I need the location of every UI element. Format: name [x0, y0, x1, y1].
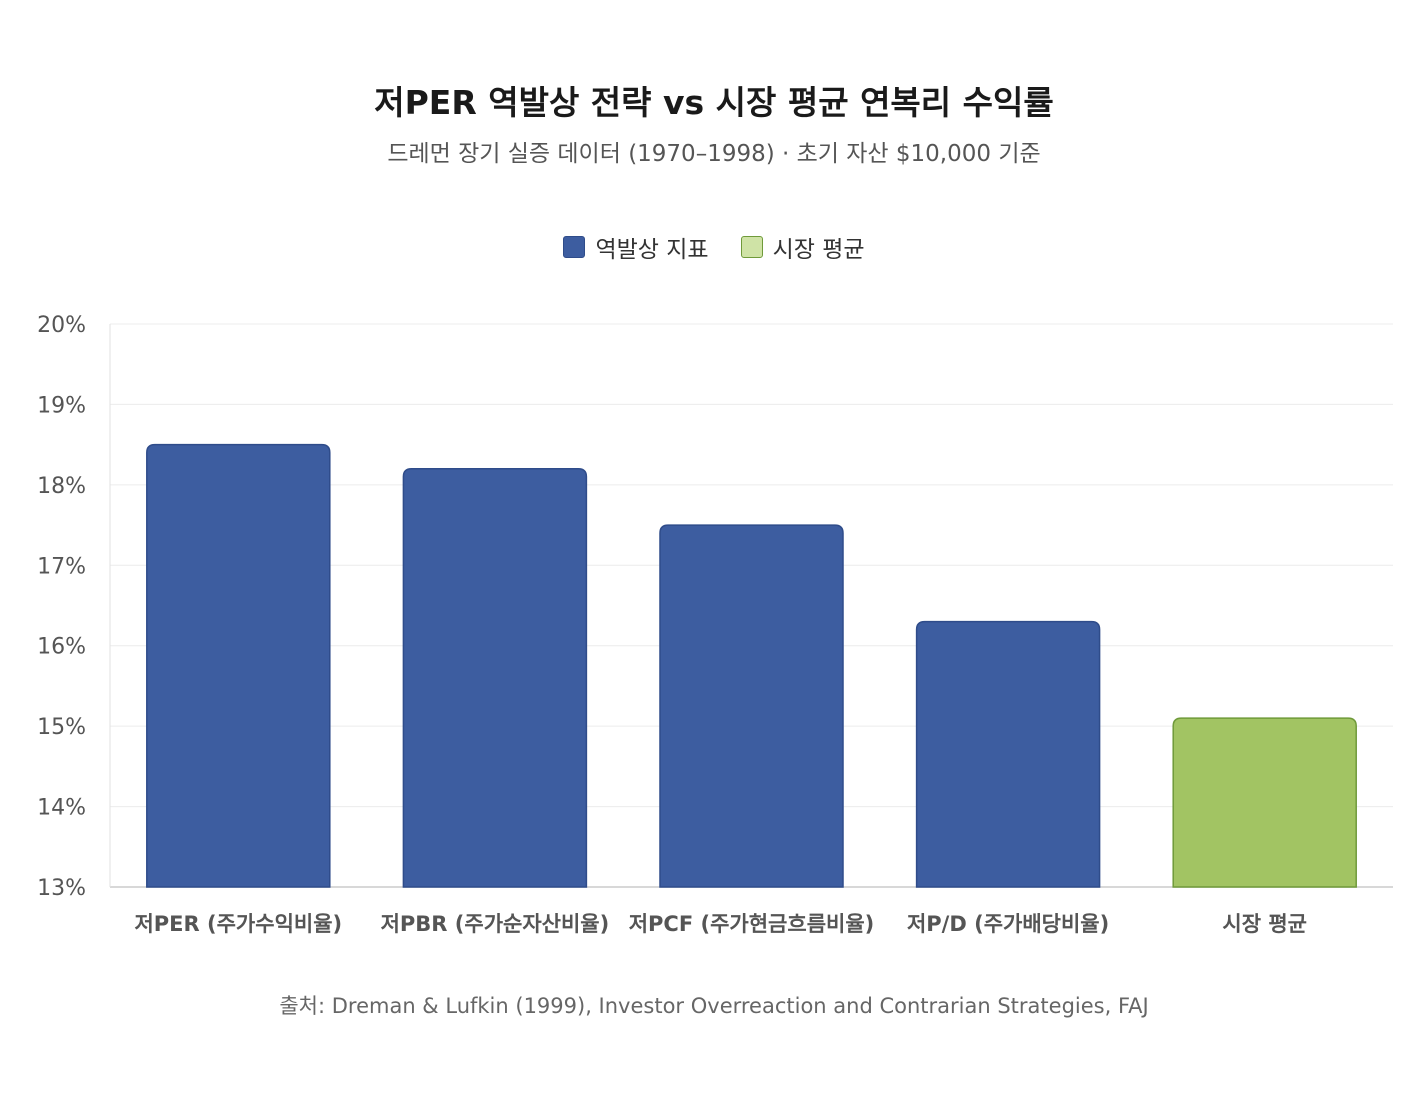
y-tick-label: 20% — [37, 313, 86, 338]
legend-swatch-market — [740, 236, 763, 258]
legend-item-contrarian[interactable]: 역발상 지표 — [563, 230, 709, 264]
source-note: 출처: Dreman & Lufkin (1999), Investor Ove… — [279, 994, 1149, 1018]
y-tick-label: 13% — [37, 876, 86, 901]
y-tick-label: 17% — [37, 554, 86, 579]
chart-subtitle: 드레먼 장기 실증 데이터 (1970–1998) · 초기 자산 $10,00… — [387, 141, 1041, 167]
bar — [1172, 717, 1357, 888]
chart-legend: 역발상 지표 시장 평균 — [0, 230, 1428, 264]
x-tick-label: 저P/D (주가배당비율) — [907, 912, 1109, 936]
y-tick-label: 18% — [37, 474, 86, 499]
y-tick-label: 15% — [37, 715, 86, 740]
x-tick-label: 저PER (주가수익비율) — [134, 912, 342, 936]
y-tick-label: 16% — [37, 635, 86, 660]
legend-label-market: 시장 평균 — [772, 237, 865, 263]
y-tick-label: 19% — [37, 393, 86, 418]
bar — [402, 468, 588, 888]
x-tick-label: 저PBR (주가순자산비율) — [381, 912, 610, 936]
bar — [915, 620, 1101, 888]
y-tick-label: 14% — [37, 796, 86, 821]
legend-swatch-contrarian — [563, 236, 586, 258]
bar — [146, 443, 331, 888]
legend-label-contrarian: 역발상 지표 — [595, 237, 709, 263]
chart-title: 저PER 역발상 전략 vs 시장 평균 연복리 수익률 — [374, 83, 1054, 122]
x-tick-label: 저PCF (주가현금흐름비율) — [629, 912, 875, 936]
x-tick-label: 시장 평균 — [1222, 912, 1307, 936]
legend-item-market[interactable]: 시장 평균 — [740, 230, 865, 264]
bar — [659, 524, 844, 888]
